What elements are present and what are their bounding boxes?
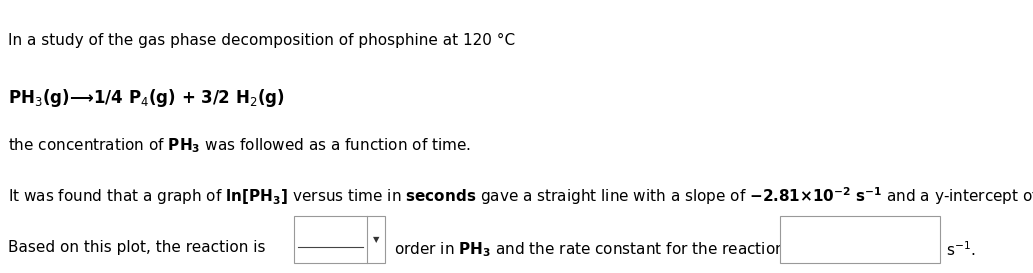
Text: PH$_3$(g)⟶1/4 P$_4$(g) + 3/2 H$_2$(g): PH$_3$(g)⟶1/4 P$_4$(g) + 3/2 H$_2$(g)	[8, 87, 285, 109]
FancyBboxPatch shape	[780, 216, 940, 263]
Text: It was found that a graph of $\mathbf{ln[PH_3]}$ versus time in $\mathbf{seconds: It was found that a graph of $\mathbf{ln…	[8, 186, 1033, 207]
Text: s$^{-1}$.: s$^{-1}$.	[946, 240, 976, 259]
Text: ▼: ▼	[373, 235, 379, 244]
Text: order in $\mathbf{PH_3}$ and the rate constant for the reaction is: order in $\mathbf{PH_3}$ and the rate co…	[394, 240, 802, 259]
FancyBboxPatch shape	[294, 216, 385, 263]
Text: the concentration of $\mathbf{PH_3}$ was followed as a function of time.: the concentration of $\mathbf{PH_3}$ was…	[8, 136, 471, 155]
Text: In a study of the gas phase decomposition of phosphine at 120 °C: In a study of the gas phase decompositio…	[8, 33, 515, 48]
Text: Based on this plot, the reaction is: Based on this plot, the reaction is	[8, 240, 265, 255]
